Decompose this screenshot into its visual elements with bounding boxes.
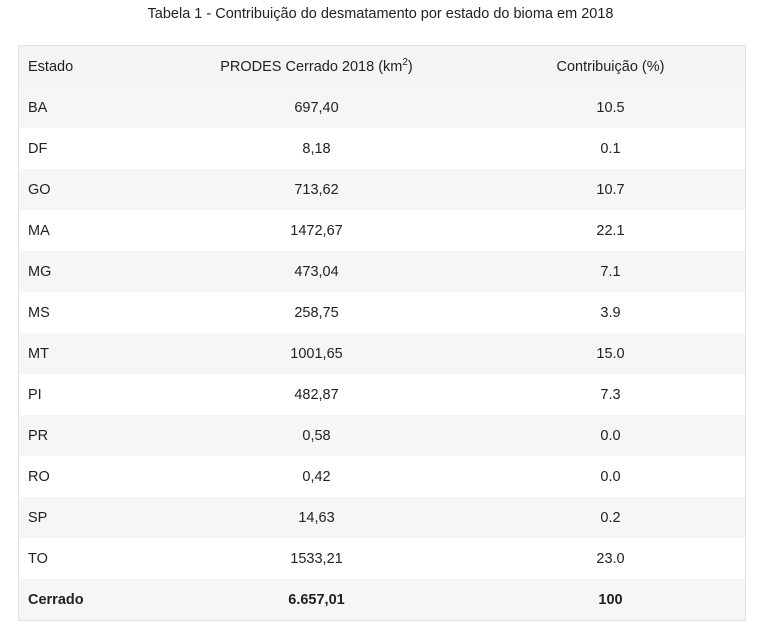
- table-row: MG 473,04 7.1: [19, 251, 745, 292]
- header-estado: Estado: [19, 46, 157, 87]
- cell-contribuicao: 0.0: [476, 415, 745, 456]
- table-row: PI 482,87 7.3: [19, 374, 745, 415]
- cell-contribuicao: 7.1: [476, 251, 745, 292]
- table-row: PR 0,58 0.0: [19, 415, 745, 456]
- table-row: GO 713,62 10.7: [19, 169, 745, 210]
- table-row: SP 14,63 0.2: [19, 497, 745, 538]
- table-row: MT 1001,65 15.0: [19, 333, 745, 374]
- cell-contribuicao: 3.9: [476, 292, 745, 333]
- table-container: Estado PRODES Cerrado 2018 (km2) Contrib…: [18, 45, 746, 621]
- header-prodes-text: PRODES Cerrado 2018 (km: [220, 58, 403, 75]
- cell-prodes: 258,75: [157, 292, 476, 333]
- cell-contribuicao: 0.0: [476, 456, 745, 497]
- cell-contribuicao: 23.0: [476, 538, 745, 579]
- cell-contribuicao: 0.2: [476, 497, 745, 538]
- cell-contribuicao: 15.0: [476, 333, 745, 374]
- cell-estado: SP: [19, 497, 157, 538]
- cell-prodes: 8,18: [157, 128, 476, 169]
- cell-prodes: 1001,65: [157, 333, 476, 374]
- header-prodes: PRODES Cerrado 2018 (km2): [157, 46, 476, 87]
- cell-estado: BA: [19, 87, 157, 128]
- cell-estado: MT: [19, 333, 157, 374]
- cell-prodes: 1472,67: [157, 210, 476, 251]
- cell-estado: DF: [19, 128, 157, 169]
- table-row: TO 1533,21 23.0: [19, 538, 745, 579]
- cell-contribuicao: 22.1: [476, 210, 745, 251]
- cell-prodes: 482,87: [157, 374, 476, 415]
- cell-contribuicao: 10.5: [476, 87, 745, 128]
- total-estado: Cerrado: [19, 579, 157, 620]
- deforestation-table: Estado PRODES Cerrado 2018 (km2) Contrib…: [19, 46, 745, 620]
- cell-prodes: 1533,21: [157, 538, 476, 579]
- cell-prodes: 713,62: [157, 169, 476, 210]
- header-prodes-superscript: 2: [402, 56, 408, 68]
- header-prodes-close: ): [407, 58, 413, 75]
- cell-contribuicao: 7.3: [476, 374, 745, 415]
- table-header-row: Estado PRODES Cerrado 2018 (km2) Contrib…: [19, 46, 745, 87]
- total-prodes: 6.657,01: [157, 579, 476, 620]
- table-row: MS 258,75 3.9: [19, 292, 745, 333]
- table-row: BA 697,40 10.5: [19, 87, 745, 128]
- cell-estado: TO: [19, 538, 157, 579]
- cell-contribuicao: 0.1: [476, 128, 745, 169]
- table-body: BA 697,40 10.5 DF 8,18 0.1 GO 713,62 10.…: [19, 87, 745, 620]
- header-contribuicao: Contribuição (%): [476, 46, 745, 87]
- cell-estado: GO: [19, 169, 157, 210]
- cell-prodes: 473,04: [157, 251, 476, 292]
- cell-prodes: 697,40: [157, 87, 476, 128]
- cell-prodes: 14,63: [157, 497, 476, 538]
- cell-estado: PI: [19, 374, 157, 415]
- table-row: MA 1472,67 22.1: [19, 210, 745, 251]
- cell-estado: MS: [19, 292, 157, 333]
- cell-estado: PR: [19, 415, 157, 456]
- cell-prodes: 0,58: [157, 415, 476, 456]
- cell-estado: MA: [19, 210, 157, 251]
- cell-contribuicao: 10.7: [476, 169, 745, 210]
- table-row: DF 8,18 0.1: [19, 128, 745, 169]
- table-total-row: Cerrado 6.657,01 100: [19, 579, 745, 620]
- total-contribuicao: 100: [476, 579, 745, 620]
- table-row: RO 0,42 0.0: [19, 456, 745, 497]
- cell-prodes: 0,42: [157, 456, 476, 497]
- cell-estado: RO: [19, 456, 157, 497]
- cell-estado: MG: [19, 251, 157, 292]
- table-caption: Tabela 1 - Contribuição do desmatamento …: [147, 6, 614, 22]
